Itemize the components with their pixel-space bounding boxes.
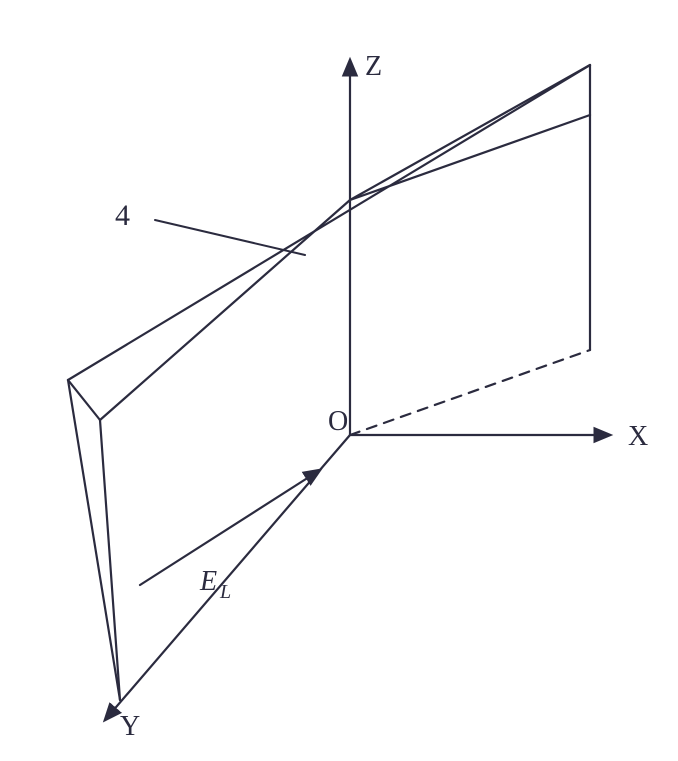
- field-vector-arrow: [140, 470, 320, 585]
- roof-ridge: [68, 65, 590, 380]
- z-axis-label: Z: [365, 51, 382, 82]
- x-axis-label: X: [628, 421, 648, 452]
- field-label: E: [199, 566, 217, 597]
- labels-group: X Y Z O 4 EL: [115, 51, 648, 742]
- front-rect-left: [100, 420, 120, 700]
- front-roof-left: [68, 380, 120, 700]
- back-roof-left: [350, 65, 590, 200]
- callout-label: 4: [115, 199, 130, 232]
- callout-leader: [155, 220, 305, 255]
- y-axis: [105, 435, 350, 720]
- back-rect-bottom-hidden: [350, 350, 590, 435]
- origin-label: O: [328, 406, 348, 437]
- diagram-canvas: X Y Z O 4 EL: [0, 0, 678, 761]
- field-label-subscript: L: [219, 581, 231, 603]
- y-axis-label: Y: [120, 711, 140, 742]
- geometry-group: [68, 60, 610, 720]
